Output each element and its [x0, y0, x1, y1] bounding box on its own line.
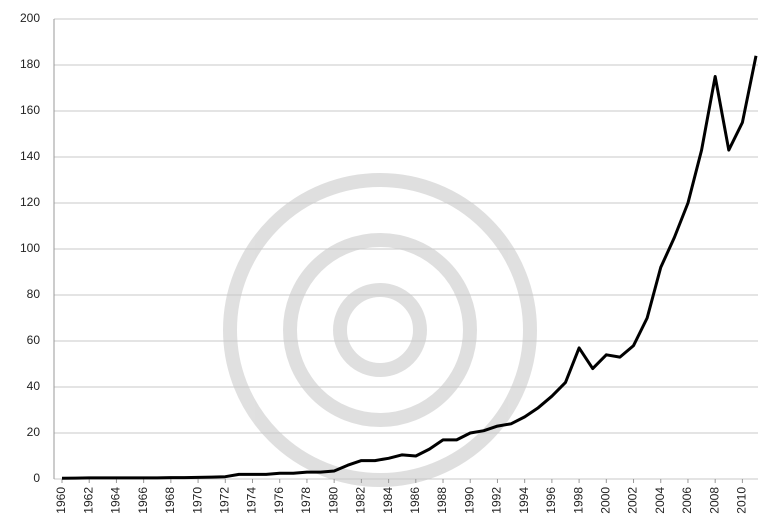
x-tick-label: 1976: [272, 487, 286, 514]
x-tick-label: 1986: [408, 487, 422, 514]
y-tick-label: 0: [33, 471, 40, 485]
x-tick-label: 1990: [462, 487, 476, 514]
x-tick-label: 1962: [81, 487, 95, 514]
x-tick-label: 2010: [735, 487, 749, 514]
x-tick-label: 1970: [190, 487, 204, 514]
x-tick-label: 1972: [217, 487, 231, 514]
x-tick-label: 2008: [707, 487, 721, 514]
y-tick-label: 140: [20, 149, 40, 163]
x-tick-label: 1998: [571, 487, 585, 514]
x-tick-label: 1996: [544, 487, 558, 514]
x-tick-label: 1988: [435, 487, 449, 514]
x-tick-label: 1960: [54, 487, 68, 514]
x-tick-label: 1968: [163, 487, 177, 514]
x-tick-label: 1984: [381, 487, 395, 514]
x-tick-label: 2004: [653, 487, 667, 514]
x-tick-label: 2006: [680, 487, 694, 514]
x-tick-label: 1974: [245, 487, 259, 514]
data-line: [61, 55, 758, 480]
y-tick-label: 100: [20, 241, 40, 255]
x-tick-label: 1982: [354, 487, 368, 514]
x-tick-label: 1966: [136, 487, 150, 514]
watermark: [223, 173, 537, 487]
y-tick-label: 60: [27, 333, 41, 347]
x-tick-label: 1992: [490, 487, 504, 514]
y-tick-label: 180: [20, 57, 40, 71]
x-tick-label: 1964: [109, 487, 123, 514]
y-tick-label: 120: [20, 195, 40, 209]
x-tick-label: 2002: [626, 487, 640, 514]
x-tick-label: 1980: [326, 487, 340, 514]
y-tick-label: 200: [20, 11, 40, 25]
y-tick-label: 160: [20, 103, 40, 117]
x-tick-label: 2000: [598, 487, 612, 514]
x-tick-label: 1978: [299, 487, 313, 514]
y-tick-label: 80: [27, 287, 41, 301]
y-tick-label: 40: [27, 379, 41, 393]
y-tick-label: 20: [27, 425, 41, 439]
x-tick-label: 1994: [517, 487, 531, 514]
